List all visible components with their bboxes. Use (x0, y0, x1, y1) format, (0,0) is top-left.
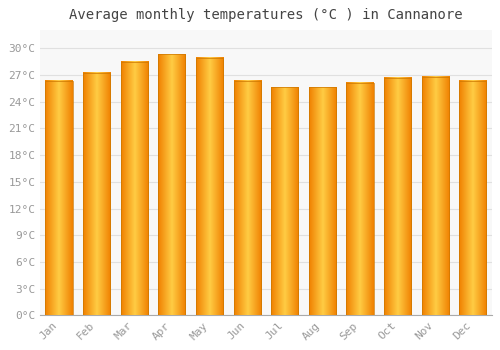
Bar (196, 58, 223, 315)
Bar (271, 88, 298, 315)
Bar (120, 62, 148, 315)
Bar (83, 73, 110, 315)
Bar (234, 81, 260, 315)
Title: Average monthly temperatures (°C ) in Cannanore: Average monthly temperatures (°C ) in Ca… (69, 8, 462, 22)
Bar (158, 55, 186, 315)
Bar (309, 88, 336, 315)
Bar (46, 81, 72, 315)
Bar (422, 77, 449, 315)
Bar (346, 83, 374, 315)
Bar (384, 78, 411, 315)
Bar (460, 81, 486, 315)
